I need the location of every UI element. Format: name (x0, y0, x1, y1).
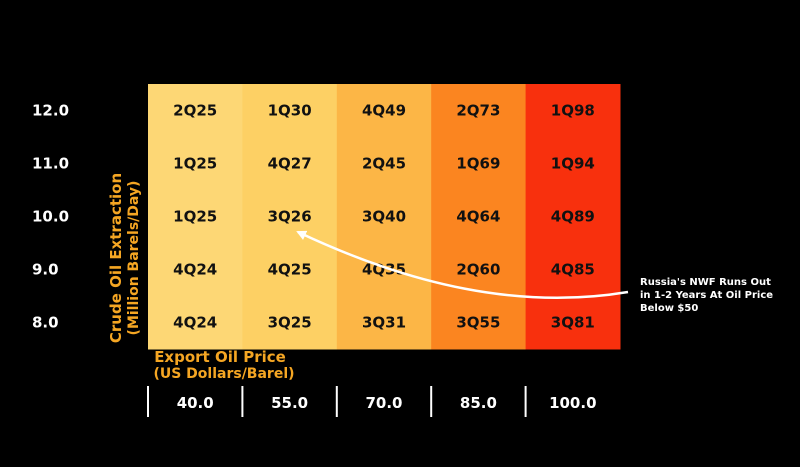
annotation-line-2: in 1-2 Years At Oil Price (640, 290, 773, 301)
x-axis-title: Export Oil Price (154, 348, 286, 366)
heatmap-cell-label: 1Q25 (173, 155, 217, 173)
heatmap-cell-label: 3Q40 (362, 208, 406, 226)
x-tick-label: 55.0 (271, 394, 308, 412)
annotation-line-3: Below $50 (640, 303, 698, 314)
annotation-line-1: Russia's NWF Runs Out (640, 277, 771, 288)
y-axis-title: Crude Oil Extraction (107, 173, 125, 343)
heatmap-cell-label: 4Q25 (268, 261, 312, 279)
heatmap-cell (525, 296, 621, 350)
heatmap-cell (525, 137, 621, 191)
heatmap-cell (336, 84, 432, 138)
heatmap-cell-label: 2Q60 (456, 261, 500, 279)
heatmap-cell-label: 4Q35 (362, 261, 406, 279)
heatmap-cell-label: 1Q30 (268, 102, 312, 120)
heatmap-cell-label: 4Q89 (551, 208, 595, 226)
heatmap-cell-label: 1Q25 (173, 208, 217, 226)
x-tick-labels: 40.0 55.0 70.0 85.0 100.0 (147, 386, 597, 417)
heatmap-cells: 2Q25 1Q30 4Q49 2Q73 1Q98 1Q25 4Q27 2Q45 1Q69 1Q94… (148, 84, 621, 350)
heatmap-cell-label: 3Q55 (456, 314, 500, 332)
heatmap-cell (242, 296, 338, 350)
heatmap-cell-label: 1Q69 (456, 155, 500, 173)
heatmap-cell (525, 84, 621, 138)
heatmap-cell (148, 84, 243, 138)
heatmap-cell (431, 190, 527, 244)
heatmap-cell (336, 190, 432, 244)
heatmap-cell-label: 1Q98 (551, 102, 595, 120)
y-tick-label: 10.0 (32, 208, 69, 226)
heatmap-cell (525, 190, 621, 244)
x-tick-label: 40.0 (177, 394, 214, 412)
heatmap-cell (148, 296, 243, 350)
y-tick-label: 9.0 (32, 261, 59, 279)
heatmap-cell-label: 3Q31 (362, 314, 406, 332)
heatmap-cell-label: 4Q27 (268, 155, 312, 173)
heatmap-cell-label: 4Q49 (362, 102, 406, 120)
heatmap-cell-label: 3Q81 (551, 314, 595, 332)
y-axis-unit: (Million Barels/Day) (126, 181, 142, 336)
heatmap-cell-label: 4Q24 (173, 261, 217, 279)
heatmap-cell (431, 84, 527, 138)
x-tick-label: 70.0 (365, 394, 402, 412)
y-tick-labels: 12.0 11.0 10.0 9.0 8.0 (32, 102, 69, 332)
heatmap-cell (336, 243, 432, 297)
heatmap-cell (431, 137, 527, 191)
heatmap-cell-label: 1Q94 (551, 155, 595, 173)
heatmap-cell-label: 2Q45 (362, 155, 406, 173)
heatmap-cell-label: 4Q24 (173, 314, 217, 332)
heatmap-cell (431, 296, 527, 350)
x-axis-unit: (US Dollars/Barel) (153, 366, 294, 382)
heatmap-cell (431, 243, 527, 297)
heatmap-cell-label: 2Q73 (456, 102, 500, 120)
heatmap-cell (242, 137, 338, 191)
heatmap-cell (336, 296, 432, 350)
heatmap-cell (242, 190, 338, 244)
heatmap-cell (525, 243, 621, 297)
heatmap-cell (242, 84, 338, 138)
x-tick-label: 100.0 (549, 394, 596, 412)
heatmap-cell (242, 243, 338, 297)
heatmap-cell (148, 243, 243, 297)
x-tick-label: 85.0 (460, 394, 497, 412)
heatmap-cell-label: 3Q25 (268, 314, 312, 332)
heatmap-cell-label: 3Q26 (268, 208, 312, 226)
y-tick-label: 12.0 (32, 102, 69, 120)
y-tick-label: 8.0 (32, 314, 59, 332)
heatmap-cell-label: 2Q25 (173, 102, 217, 120)
heatmap-cell (148, 137, 243, 191)
heatmap-cell-label: 4Q64 (456, 208, 500, 226)
y-tick-label: 11.0 (32, 155, 69, 173)
heatmap-cell (148, 190, 243, 244)
heatmap-cell (336, 137, 432, 191)
annotation-arrow (296, 230, 629, 300)
heatmap-cell-label: 4Q85 (551, 261, 595, 279)
